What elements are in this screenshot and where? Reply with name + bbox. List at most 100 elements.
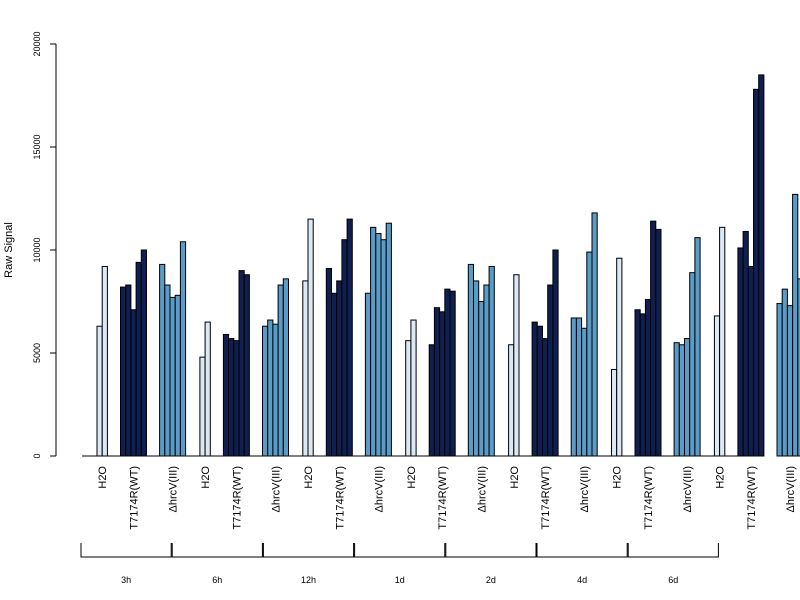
bar-1d-ΔhrcV(III)-2 [473, 280, 480, 457]
x-tick-label: H2O [406, 466, 418, 489]
bar-1d-T7174R(WT)-1 [428, 344, 435, 457]
bar-6h-T7174R(WT)-2 [228, 338, 235, 457]
bar-6d-T7174R(WT)-2 [742, 230, 749, 457]
group-label: 3h [121, 575, 131, 585]
x-tick-label: H2O [303, 466, 315, 489]
x-tick-label: T7174R(WT) [129, 466, 141, 530]
x-tick-label: ΔhrcV(III) [271, 466, 283, 512]
group-bracket [171, 543, 263, 558]
x-tick-label: ΔhrcV(III) [373, 466, 385, 512]
bar-6h-ΔhrcV(III)-4 [277, 284, 284, 457]
bar-12h-ΔhrcV(III)-5 [385, 222, 392, 457]
x-tick-label: H2O [612, 466, 624, 489]
bar-12h-ΔhrcV(III)-3 [375, 233, 382, 457]
bar-6h-H2O-2 [204, 321, 211, 457]
bar-1d-H2O-2 [410, 319, 417, 457]
bar-3h-ΔhrcV(III)-1 [159, 263, 166, 457]
bar-1d-ΔhrcV(III)-4 [483, 284, 490, 457]
group-bracket [536, 543, 628, 558]
x-tick-label: H2O [509, 466, 521, 489]
bar-6h-T7174R(WT)-3 [233, 340, 240, 457]
bar-2d-T7174R(WT)-1 [531, 321, 538, 457]
group-bracket [354, 543, 446, 558]
bar-6h-ΔhrcV(III)-3 [272, 323, 279, 457]
bar-1d-T7174R(WT)-3 [439, 311, 446, 457]
x-tick-label: T7174R(WT) [231, 466, 243, 530]
bar-12h-T7174R(WT)-5 [346, 218, 353, 457]
bar-4d-T7174R(WT)-3 [644, 298, 652, 457]
bar-2d-ΔhrcV(III)-3 [581, 327, 588, 457]
bar-3h-T7174R(WT)-3 [130, 309, 137, 457]
bar-6d-T7174R(WT)-3 [747, 265, 754, 457]
bar-6d-ΔhrcV(III)-3 [786, 305, 794, 457]
bar-1d-ΔhrcV(III)-1 [467, 263, 474, 457]
bar-2d-H2O-1 [508, 344, 515, 457]
bar-2d-ΔhrcV(III)-4 [586, 251, 593, 457]
bar-12h-ΔhrcV(III)-2 [370, 226, 377, 457]
bar-12h-T7174R(WT)-3 [336, 280, 343, 457]
bar-6d-T7174R(WT)-1 [737, 247, 744, 457]
y-axis: 0 5000 10000 15000 20000 [32, 31, 57, 459]
bar-3h-H2O-1 [96, 325, 103, 457]
bar-2d-ΔhrcV(III)-2 [575, 317, 583, 457]
bar-2d-H2O-2 [513, 274, 520, 457]
bar-3h-H2O-2 [101, 265, 108, 457]
bar-4d-ΔhrcV(III)-2 [678, 344, 685, 457]
bar-2d-T7174R(WT)-4 [547, 284, 554, 457]
bar-12h-ΔhrcV(III)-1 [364, 292, 372, 457]
bar-4d-ΔhrcV(III)-4 [689, 272, 696, 457]
bars [82, 74, 800, 457]
group-label: 4d [577, 575, 587, 585]
bar-2d-T7174R(WT)-3 [542, 338, 549, 457]
bar-6h-T7174R(WT)-1 [222, 333, 230, 457]
bar-12h-H2O-1 [302, 280, 309, 457]
group-bracket [80, 543, 172, 558]
bar-12h-ΔhrcV(III)-4 [380, 239, 387, 457]
bar-6d-ΔhrcV(III)-1 [776, 303, 783, 457]
bar-4d-T7174R(WT)-2 [639, 313, 646, 457]
bar-6d-ΔhrcV(III)-2 [781, 288, 788, 457]
bar-4d-T7174R(WT)-4 [650, 220, 657, 457]
group-bracket [262, 543, 355, 558]
y-tick-label: 20000 [32, 31, 42, 56]
x-tick-label: ΔhrcV(III) [168, 466, 180, 512]
bar-3h-ΔhrcV(III)-4 [174, 294, 181, 457]
bar-3h-ΔhrcV(III)-2 [164, 284, 171, 457]
y-tick-label: 0 [32, 453, 42, 458]
bar-1d-H2O-1 [405, 340, 412, 457]
bar-2d-T7174R(WT)-2 [536, 325, 543, 457]
x-tick-label: ΔhrcV(III) [785, 466, 797, 512]
bar-3h-ΔhrcV(III)-3 [169, 296, 176, 457]
bar-4d-T7174R(WT)-5 [655, 228, 662, 457]
group-label: 1d [395, 575, 405, 585]
bar-12h-T7174R(WT)-1 [325, 268, 332, 457]
bar-12h-H2O-2 [307, 218, 314, 457]
bar-4d-ΔhrcV(III)-3 [684, 338, 691, 457]
bar-2d-ΔhrcV(III)-1 [570, 317, 577, 457]
group-label: 6h [212, 575, 222, 585]
x-tick-label: T7174R(WT) [746, 466, 758, 530]
bar-6d-T7174R(WT)-4 [753, 88, 760, 457]
bar-1d-T7174R(WT)-4 [444, 288, 451, 457]
bar-12h-T7174R(WT)-2 [331, 292, 338, 457]
bar-4d-H2O-1 [611, 368, 618, 457]
y-tick-label: 15000 [32, 134, 42, 159]
group-label: 12h [301, 575, 316, 585]
bar-4d-T7174R(WT)-1 [634, 309, 641, 457]
x-tick-label: H2O [715, 466, 727, 489]
x-tick-label: T7174R(WT) [540, 466, 552, 530]
y-axis-label: Raw Signal [3, 222, 15, 278]
bar-3h-ΔhrcV(III)-5 [179, 241, 187, 457]
bar-3h-T7174R(WT)-2 [125, 284, 132, 457]
x-tick-label: ΔhrcV(III) [476, 466, 488, 512]
y-tick-label: 5000 [32, 343, 42, 363]
x-tick-label: T7174R(WT) [437, 466, 449, 530]
x-axis: H2O T7174R(WT) ΔhrcV(III) H2O T7174R(WT) Δhrc… [80, 466, 797, 585]
group-label: 6d [668, 575, 678, 585]
x-tick-label: ΔhrcV(III) [682, 466, 694, 512]
x-tick-label: H2O [200, 466, 212, 489]
bar-6h-ΔhrcV(III)-2 [267, 319, 274, 457]
x-tick-label: ΔhrcV(III) [579, 466, 591, 512]
bar-6d-H2O-1 [713, 315, 721, 457]
bar-12h-T7174R(WT)-4 [341, 239, 348, 457]
